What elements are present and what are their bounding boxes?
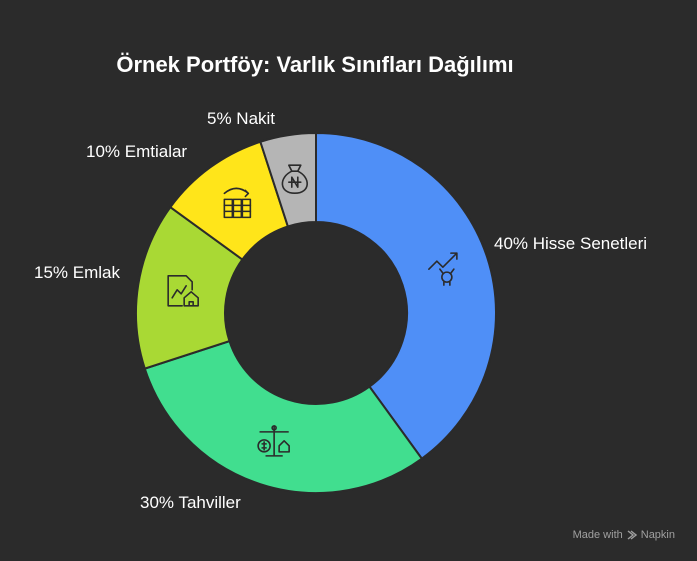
- slice-label-1: 40% Hisse Senetleri: [494, 234, 647, 253]
- slice-label-4: 10% Emtialar: [86, 142, 187, 161]
- watermark-text: Made with: [572, 529, 623, 541]
- pie-slice-1: [315, 131, 497, 461]
- balance-scale-icon: [257, 425, 290, 457]
- watermark: Made with Napkin: [573, 529, 675, 541]
- slice-label-5: 5% Nakit: [207, 109, 275, 128]
- pie-slice-5: [259, 131, 317, 228]
- commodity-bars-icon: [223, 187, 252, 219]
- money-bag-icon: [281, 164, 308, 194]
- chart-title: Örnek Portföy: Varlık Sınıfları Dağılımı: [116, 52, 514, 77]
- pie-slice-2: [143, 339, 424, 494]
- napkin-logo-icon: [627, 530, 637, 540]
- pie-slice-3: [135, 205, 244, 370]
- slice-label-2: 30% Tahviller: [140, 493, 241, 512]
- slice-label-3: 15% Emlak: [34, 263, 120, 282]
- stock-growth-icon: [428, 252, 458, 286]
- real-estate-chart-icon: [167, 275, 199, 307]
- watermark-brand: Napkin: [640, 529, 675, 541]
